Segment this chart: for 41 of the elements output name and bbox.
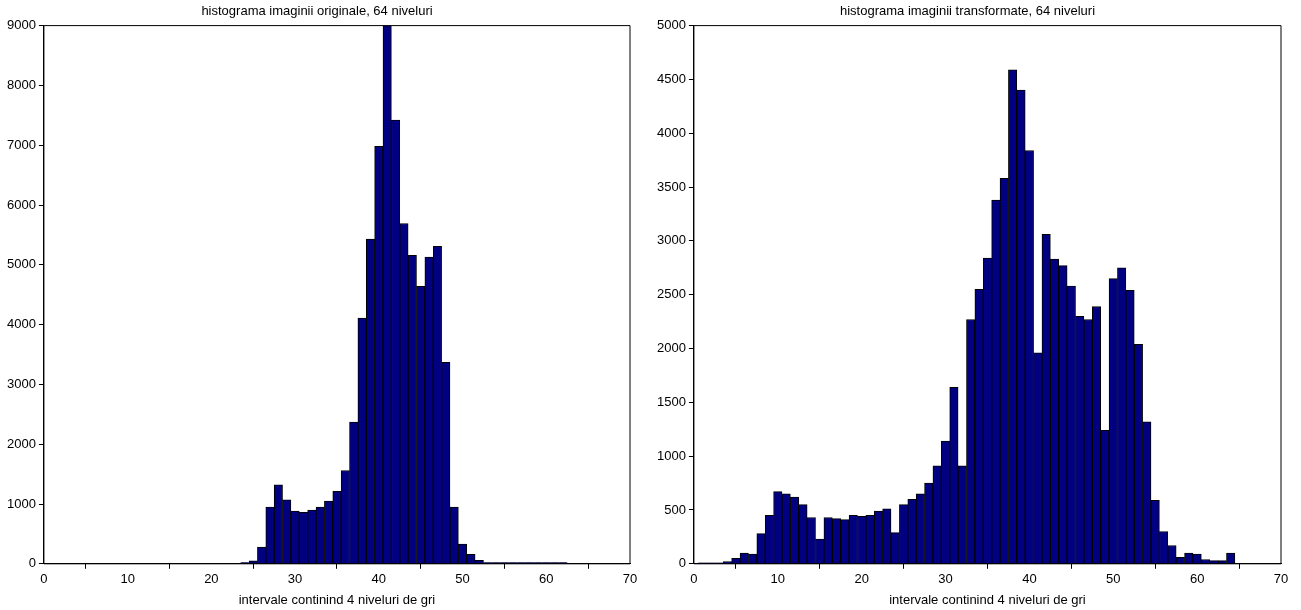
x-tick-label: 60 <box>539 571 554 587</box>
x-tick-label: 60 <box>1189 571 1205 587</box>
x-tick-label: 20 <box>854 571 869 587</box>
x-tick-label: 30 <box>287 571 303 587</box>
y-tick-label: 4000 <box>7 316 36 332</box>
y-tick-label: 3000 <box>657 232 686 248</box>
y-tick-label: 2500 <box>657 286 686 302</box>
x-tick-label: 20 <box>204 571 219 587</box>
y-tick-label: 1500 <box>657 393 686 409</box>
y-tick-label: 2000 <box>7 435 36 451</box>
x-tick-label: 50 <box>455 571 470 587</box>
x-tick-label: 10 <box>120 571 135 587</box>
y-tick-label: 0 <box>678 555 686 571</box>
chart-title: histograma imaginii transformate, 64 niveluri <box>839 3 1096 19</box>
y-tick-label: 500 <box>664 501 686 517</box>
x-axis-title: intervale continind 4 niveluri de gri <box>889 591 1086 607</box>
y-tick-label: 5000 <box>7 256 36 272</box>
x-tick-label: 40 <box>371 571 387 587</box>
y-tick-label: 9000 <box>7 17 36 33</box>
y-tick-label: 3500 <box>657 178 686 194</box>
y-tick-label: 2000 <box>657 340 686 356</box>
x-tick-label: 70 <box>622 571 638 587</box>
x-tick-label: 10 <box>770 571 786 587</box>
x-axis-title: intervale continind 4 niveluri de gri <box>238 591 436 607</box>
y-tick-label: 0 <box>28 555 36 571</box>
y-tick-label: 7000 <box>7 136 36 152</box>
chart-title: histograma imaginii originale, 64 niveluri <box>201 3 433 19</box>
x-tick-label: 0 <box>40 571 48 587</box>
x-tick-label: 70 <box>1273 571 1289 587</box>
x-tick-label: 30 <box>938 571 953 587</box>
y-tick-label: 1000 <box>657 447 686 463</box>
y-tick-label: 4000 <box>657 124 686 140</box>
x-tick-label: 0 <box>690 571 698 587</box>
y-tick-label: 6000 <box>7 196 36 212</box>
y-tick-label: 4500 <box>657 71 686 86</box>
y-tick-label: 3000 <box>7 375 36 391</box>
y-tick-label: 8000 <box>7 76 36 92</box>
x-tick-label: 50 <box>1106 571 1121 587</box>
y-tick-label: 5000 <box>657 17 686 33</box>
x-tick-label: 40 <box>1022 571 1037 587</box>
y-tick-label: 1000 <box>7 495 36 511</box>
